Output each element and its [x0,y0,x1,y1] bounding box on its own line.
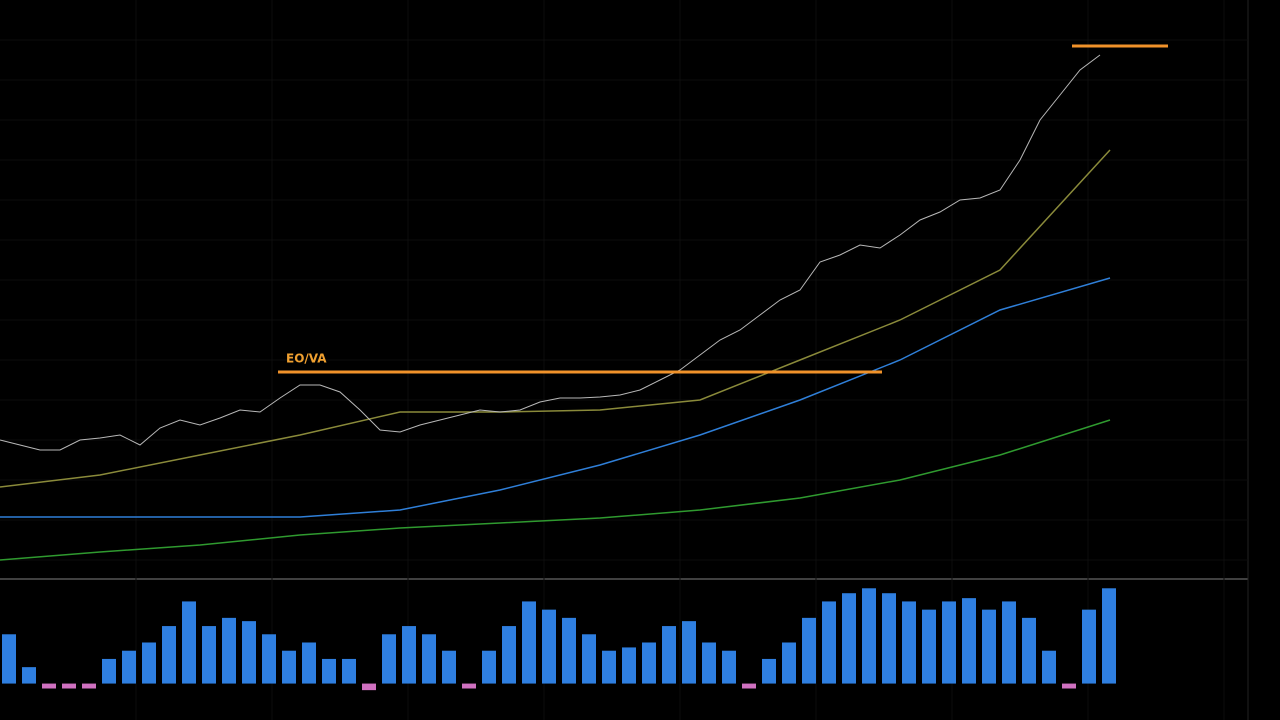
volume-bar [582,634,596,684]
volume-bar [162,626,176,684]
volume-bar [2,634,16,684]
volume-bar [262,634,276,684]
price-line [0,54,1101,451]
volume-bar [282,650,296,684]
volume-bar [562,617,576,684]
volume-bar [1042,650,1056,684]
volume-bar [242,621,256,684]
volume-bar [522,601,536,684]
volume-bar [422,634,436,684]
volume-bar [62,683,76,689]
volume-bar [362,683,376,691]
volume-bar [842,593,856,684]
volume-bar [462,683,476,689]
volume-bar [502,626,516,684]
volume-bar [382,634,396,684]
volume-bar [902,601,916,684]
volume-bar [42,683,56,689]
volume-bar [822,601,836,684]
volume-bar [1062,683,1076,689]
volume-bar [542,609,556,684]
volume-bar [22,667,36,684]
volume-bar [342,658,356,684]
volume-bar [642,642,656,684]
moving-average [0,277,1111,518]
volume-bar [742,683,756,689]
volume-bar [1082,609,1096,684]
volume-bar [782,642,796,684]
volume-bar [1022,617,1036,684]
moving-average [0,149,1111,488]
volume-bar [122,650,136,684]
volume-bar [1102,588,1116,684]
volume-bar [302,642,316,684]
volume-bar [662,626,676,684]
level-annotation: EO/VA [286,352,327,366]
volume-bar [322,658,336,684]
volume-bar [962,598,976,684]
volume-bar [802,617,816,684]
volume-bar [922,609,936,684]
volume-bar [202,626,216,684]
volume-bar [982,609,996,684]
volume-bar [682,621,696,684]
moving-average [0,419,1111,561]
volume-bar [1002,601,1016,684]
volume-bar [602,650,616,684]
volume-bar [402,626,416,684]
volume-bar [702,642,716,684]
volume-bar [482,650,496,684]
volume-bar [182,601,196,684]
volume-bar [82,683,96,689]
volume-bar [102,658,116,684]
volume-bar [222,617,236,684]
volume-bar [622,647,636,684]
volume-bar [942,601,956,684]
volume-bar [722,650,736,684]
volume-bar [862,588,876,684]
volume-bar [142,642,156,684]
volume-bar [762,658,776,684]
volume-bar [882,593,896,684]
volume-bar [442,650,456,684]
